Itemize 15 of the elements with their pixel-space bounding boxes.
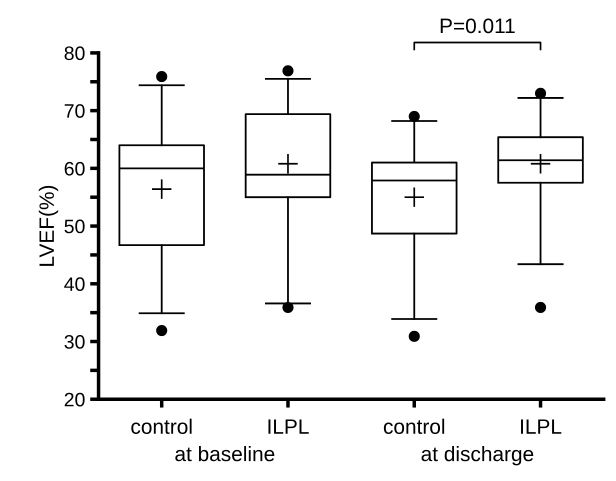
text: P=0.011 (440, 18, 515, 34)
y-tick-label: 80 (64, 46, 85, 60)
text: at baseline (175, 446, 274, 462)
x-tick-label: control (384, 418, 444, 434)
x-tick-label: control (131, 418, 192, 434)
y-axis-title: LVEF(%) (38, 186, 58, 266)
y-tick-label: 60 (64, 162, 85, 176)
y-tick-label: 40 (64, 277, 85, 292)
y-tick-label: 20 (64, 392, 85, 406)
y-tick-label: 30 (64, 334, 85, 349)
x-tick-label: ILPL (521, 419, 562, 434)
y-tick-label: 50 (64, 220, 85, 234)
y-tick-label: 70 (64, 104, 85, 118)
x-tick-label: ILPL (268, 419, 309, 434)
text: at discharge (422, 446, 534, 466)
